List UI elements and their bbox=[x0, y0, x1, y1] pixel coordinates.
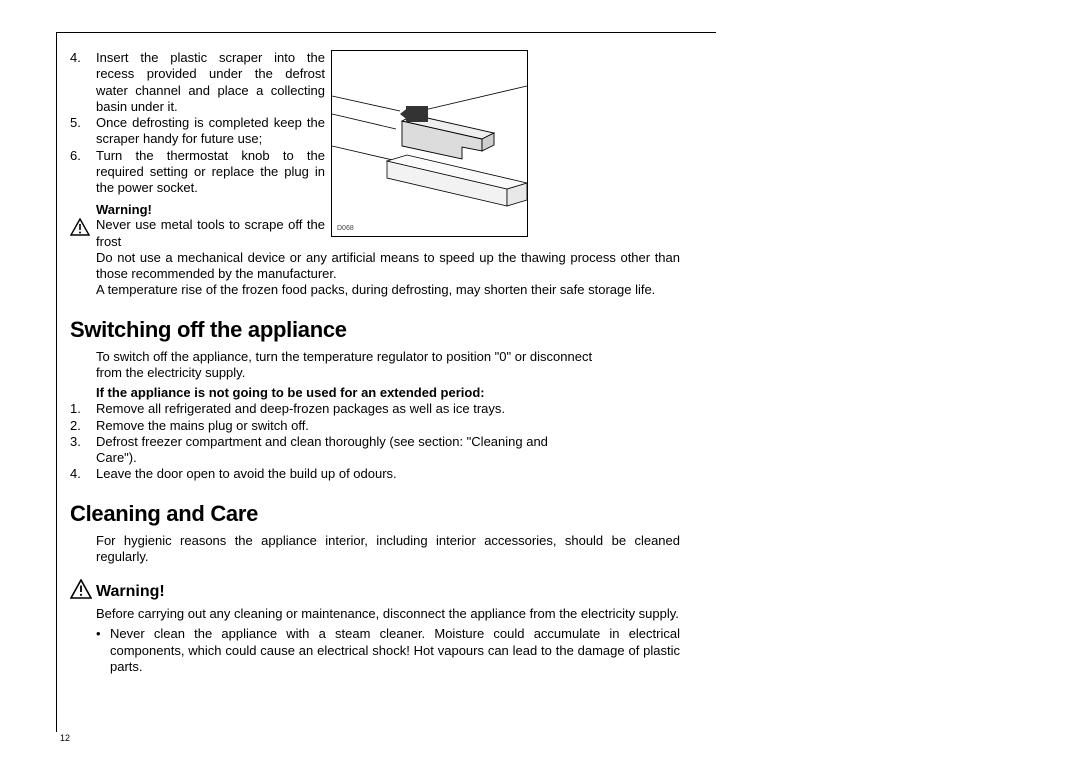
page-content: 4. Insert the plastic scraper into the r… bbox=[70, 50, 700, 675]
list-item: 3. Defrost freezer compartment and clean… bbox=[70, 434, 630, 467]
page-number: 12 bbox=[60, 733, 70, 743]
warning-row: Never use metal tools to scrape off the … bbox=[70, 217, 325, 250]
section-intro: To switch off the appliance, turn the te… bbox=[96, 349, 616, 382]
warning-text: Never use metal tools to scrape off the … bbox=[96, 217, 325, 250]
warning-para: A temperature rise of the frozen food pa… bbox=[96, 282, 680, 298]
step-text: Turn the thermostat knob to the required… bbox=[96, 148, 325, 197]
list-item: 1. Remove all refrigerated and deep-froz… bbox=[70, 401, 630, 417]
warning-body: Before carrying out any cleaning or main… bbox=[96, 606, 680, 622]
warning-icon bbox=[70, 217, 96, 240]
list-item: 4. Insert the plastic scraper into the r… bbox=[70, 50, 325, 115]
section-subhead-bold: If the appliance is not going to be used… bbox=[96, 385, 656, 401]
section-heading-switching-off: Switching off the appliance bbox=[70, 317, 700, 343]
step-number: 5. bbox=[70, 115, 96, 148]
section-heading-cleaning: Cleaning and Care bbox=[70, 501, 700, 527]
cleaning-intro: For hygienic reasons the appliance inter… bbox=[96, 533, 680, 566]
defrost-steps-list: 4. Insert the plastic scraper into the r… bbox=[70, 50, 325, 196]
figure-label: D068 bbox=[337, 225, 354, 232]
step-number: 1. bbox=[70, 401, 96, 417]
list-item: 4. Leave the door open to avoid the buil… bbox=[70, 466, 630, 482]
step-number: 2. bbox=[70, 418, 96, 434]
warning-icon bbox=[70, 579, 96, 604]
step-text: Remove all refrigerated and deep-frozen … bbox=[96, 401, 505, 417]
step-number: 3. bbox=[70, 434, 96, 467]
step-text: Insert the plastic scraper into the rece… bbox=[96, 50, 325, 115]
step-text: Remove the mains plug or switch off. bbox=[96, 418, 309, 434]
top-text-column: 4. Insert the plastic scraper into the r… bbox=[70, 50, 325, 250]
warning-heading-text: Warning! bbox=[96, 583, 165, 601]
bullet-text: Never clean the appliance with a steam c… bbox=[110, 626, 680, 675]
switchoff-steps-list: 1. Remove all refrigerated and deep-froz… bbox=[70, 401, 630, 482]
warning-para: Do not use a mechanical device or any ar… bbox=[96, 250, 680, 283]
step-number: 4. bbox=[70, 50, 96, 115]
list-item: 5. Once defrosting is completed keep the… bbox=[70, 115, 325, 148]
list-item: 2. Remove the mains plug or switch off. bbox=[70, 418, 630, 434]
bullet-item: • Never clean the appliance with a steam… bbox=[96, 626, 680, 675]
step-text: Leave the door open to avoid the build u… bbox=[96, 466, 397, 482]
step-text: Defrost freezer compartment and clean th… bbox=[96, 434, 566, 467]
step-number: 4. bbox=[70, 466, 96, 482]
list-item: 6. Turn the thermostat knob to the requi… bbox=[70, 148, 325, 197]
warning-heading: Warning! bbox=[70, 579, 700, 604]
warning-label: Warning! bbox=[96, 202, 325, 217]
top-section: 4. Insert the plastic scraper into the r… bbox=[70, 50, 680, 250]
bullet-marker: • bbox=[96, 626, 110, 675]
step-number: 6. bbox=[70, 148, 96, 197]
step-text: Once defrosting is completed keep the sc… bbox=[96, 115, 325, 148]
scraper-diagram: D068 bbox=[331, 50, 528, 237]
